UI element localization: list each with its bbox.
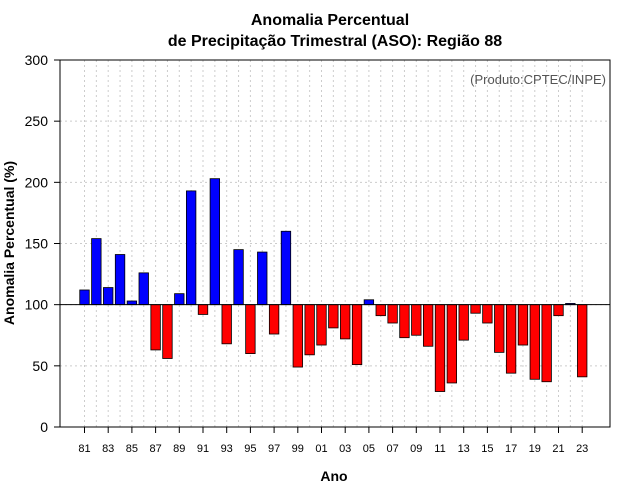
- bar-21: [553, 304, 564, 317]
- bar-14: [470, 304, 481, 314]
- bar-89: [174, 293, 185, 306]
- y-tick-label: 150: [25, 236, 49, 252]
- x-tick-label: 89: [173, 443, 185, 455]
- bar-95: [245, 304, 256, 354]
- y-tick-label: 50: [32, 358, 48, 374]
- bar-86: [138, 272, 149, 306]
- bar-04: [351, 304, 363, 366]
- bar-07: [387, 304, 398, 324]
- x-tick-label: 23: [576, 443, 588, 455]
- x-tick-label: 21: [552, 443, 564, 455]
- bar-85: [126, 300, 138, 306]
- bar-99: [292, 304, 303, 368]
- x-tick-label: 05: [363, 443, 375, 455]
- bar-03: [340, 304, 351, 340]
- x-tick-label: 97: [268, 443, 280, 455]
- x-tick-label: 03: [339, 443, 351, 455]
- bar-19: [529, 304, 540, 380]
- bar-93: [221, 304, 232, 345]
- x-tick-label: 99: [292, 443, 304, 455]
- bar-05: [363, 299, 375, 306]
- y-axis-label: Anomalia Percentual (%): [1, 161, 17, 325]
- bar-02: [328, 304, 339, 329]
- x-tick-label: 15: [481, 443, 493, 455]
- y-tick-label: 0: [40, 419, 48, 435]
- y-tick-label: 200: [25, 174, 49, 190]
- grid-lines: [60, 60, 610, 427]
- bar-20: [541, 304, 552, 383]
- x-tick-label: 87: [149, 443, 161, 455]
- x-tick-label: 95: [244, 443, 256, 455]
- x-tick-label: 17: [505, 443, 517, 455]
- bar-17: [505, 304, 517, 374]
- x-tick-label: 83: [102, 443, 114, 455]
- product-credit: (Produto:CPTEC/INPE): [470, 72, 606, 87]
- bar-01: [316, 304, 327, 346]
- bar-06: [375, 304, 386, 317]
- bar-98: [280, 230, 292, 306]
- x-tick-label: 01: [315, 443, 327, 455]
- bar-13: [458, 304, 469, 341]
- bar-09: [411, 304, 422, 336]
- bar-16: [494, 304, 505, 353]
- x-tick-label: 85: [126, 443, 138, 455]
- y-tick-label: 250: [25, 113, 49, 129]
- bar-00: [304, 304, 315, 356]
- bar-08: [399, 304, 410, 339]
- bar-10: [422, 304, 434, 347]
- bar-90: [185, 190, 197, 306]
- bar-91: [197, 304, 209, 315]
- x-tick-label: 81: [78, 443, 90, 455]
- bar-92: [209, 178, 221, 306]
- bar-96: [257, 251, 268, 306]
- bar-11: [434, 304, 446, 392]
- bar-series: [79, 178, 588, 392]
- x-tick-label: 11: [434, 443, 445, 455]
- y-axis: 0 50 100 150 200 250 300: [25, 52, 60, 435]
- bar-18: [517, 304, 529, 346]
- bar-94: [233, 249, 244, 306]
- x-tick-label: 13: [458, 443, 470, 455]
- bar-87: [150, 304, 161, 351]
- bar-12: [446, 304, 458, 384]
- bar-23: [577, 304, 588, 378]
- chart-title-line1: Anomalia Percentual: [251, 12, 409, 29]
- x-tick-label: 91: [197, 443, 209, 455]
- x-tick-label: 93: [221, 443, 233, 455]
- y-tick-label: 100: [25, 297, 49, 313]
- bar-81: [79, 289, 90, 306]
- bar-97: [268, 304, 280, 335]
- chart-title-line2: de Precipitação Trimestral (ASO): Região…: [168, 33, 502, 50]
- x-tick-label: 19: [529, 443, 541, 455]
- x-tick-label: 07: [386, 443, 398, 455]
- x-axis: 81 83 85 87 89 91 93 95 97 99 01 03 05 07 09 11 13 15 17 19…: [78, 427, 588, 455]
- y-tick-label: 300: [25, 52, 49, 68]
- bar-84: [114, 254, 126, 306]
- bar-82: [91, 238, 102, 306]
- bar-83: [103, 287, 114, 306]
- bar-15: [482, 304, 493, 324]
- x-tick-label: 09: [410, 443, 422, 455]
- x-axis-label: Ano: [320, 468, 347, 484]
- bar-88: [162, 304, 173, 359]
